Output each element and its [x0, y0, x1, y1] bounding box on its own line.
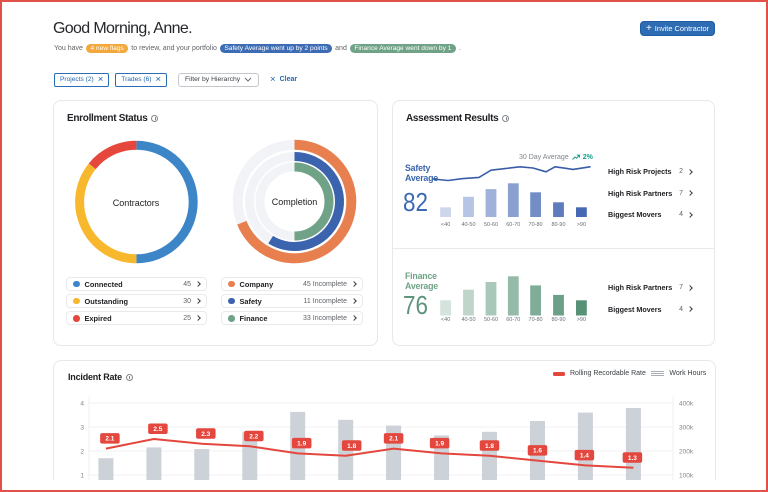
- svg-text:2.5: 2.5: [153, 426, 162, 433]
- svg-text:<40: <40: [441, 317, 450, 323]
- svg-text:40-50: 40-50: [461, 222, 475, 228]
- svg-text:1.6: 1.6: [533, 448, 542, 455]
- svg-text:2.1: 2.1: [105, 436, 114, 443]
- svg-text:50-60: 50-60: [484, 222, 498, 228]
- svg-text:200k: 200k: [679, 449, 694, 456]
- svg-text:60-70: 60-70: [506, 317, 520, 323]
- svg-text:2: 2: [80, 449, 84, 456]
- svg-text:<40: <40: [441, 222, 450, 228]
- svg-text:3: 3: [80, 425, 84, 432]
- svg-text:1.8: 1.8: [485, 443, 494, 450]
- svg-text:300k: 300k: [679, 425, 694, 432]
- svg-text:1.8: 1.8: [347, 443, 356, 450]
- svg-text:70-80: 70-80: [529, 317, 543, 323]
- svg-text:4: 4: [80, 401, 84, 408]
- svg-text:1.4: 1.4: [580, 453, 589, 460]
- svg-text:80-90: 80-90: [551, 317, 565, 323]
- svg-text:1.3: 1.3: [628, 455, 637, 462]
- svg-text:>90: >90: [577, 317, 586, 323]
- svg-text:50-60: 50-60: [484, 317, 498, 323]
- svg-text:60-70: 60-70: [506, 222, 520, 228]
- svg-text:70-80: 70-80: [529, 222, 543, 228]
- svg-text:2.2: 2.2: [249, 433, 258, 440]
- svg-text:40-50: 40-50: [461, 317, 475, 323]
- svg-text:1.9: 1.9: [297, 441, 306, 448]
- svg-text:80-90: 80-90: [551, 222, 565, 228]
- svg-text:2.3: 2.3: [201, 431, 210, 438]
- svg-text:1: 1: [80, 473, 84, 480]
- svg-text:2.1: 2.1: [389, 436, 398, 443]
- svg-text:1.9: 1.9: [435, 441, 444, 448]
- svg-text:100k: 100k: [679, 473, 694, 480]
- svg-text:>90: >90: [577, 222, 586, 228]
- svg-text:400k: 400k: [679, 401, 694, 408]
